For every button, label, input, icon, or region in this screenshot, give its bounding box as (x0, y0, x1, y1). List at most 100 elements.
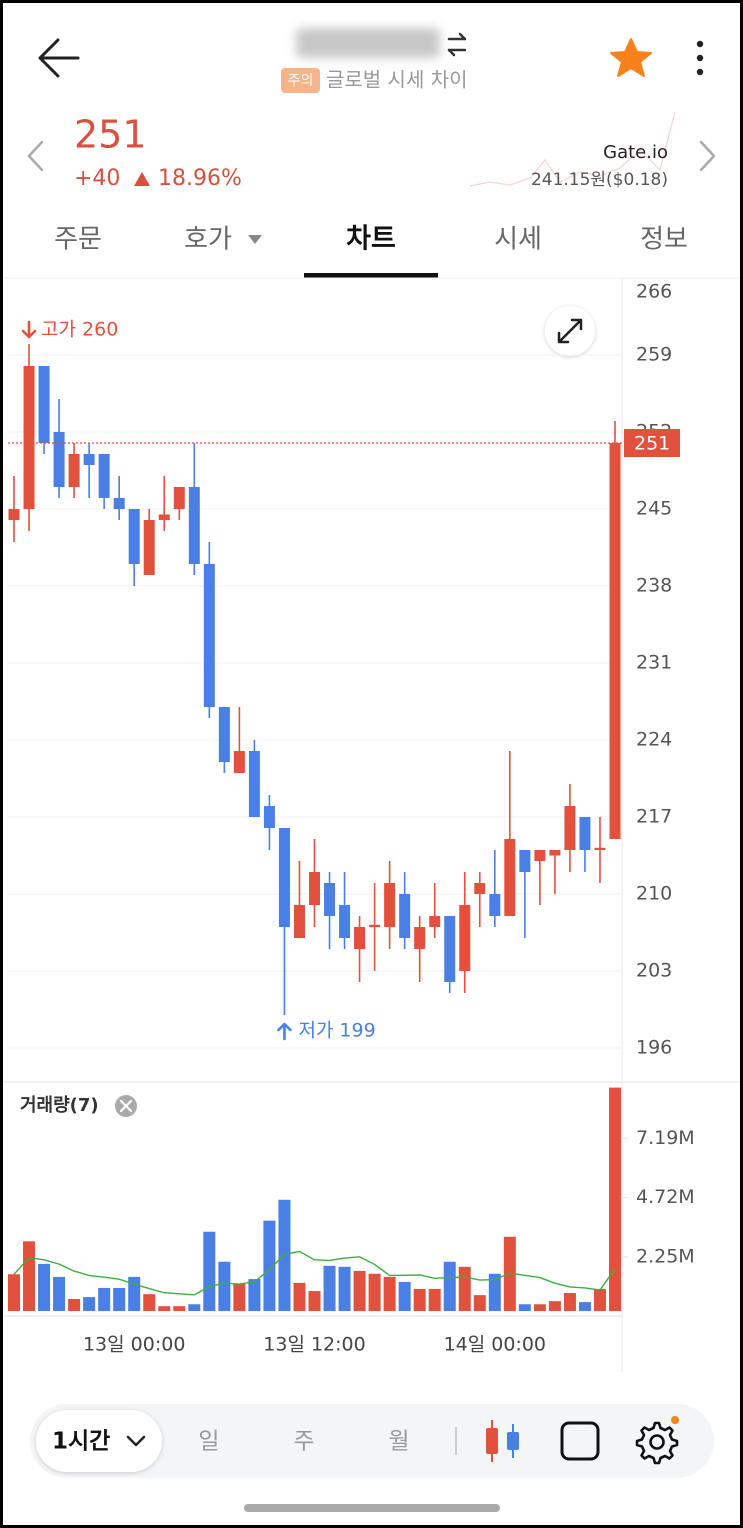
candle-body (23, 366, 35, 509)
period-option[interactable]: 주 (293, 1429, 314, 1455)
candle-body (248, 751, 260, 817)
tab[interactable]: 정보 (640, 225, 688, 255)
volume-bar (323, 1265, 336, 1311)
tab[interactable]: 시세 (494, 225, 542, 255)
active-tab-underline (304, 273, 438, 278)
volume-bar (473, 1295, 486, 1311)
candle-body (98, 454, 110, 498)
period-option[interactable]: 일 (198, 1429, 219, 1455)
candle-body (549, 850, 561, 856)
expand-button[interactable] (545, 306, 595, 356)
candle-body (188, 487, 200, 564)
volume-bar (203, 1231, 216, 1311)
volume-bar (338, 1266, 351, 1311)
volume-bar (113, 1287, 126, 1311)
chart-type-button[interactable] (486, 1420, 519, 1462)
candle-body (143, 520, 155, 575)
low-arrow (277, 1022, 292, 1041)
volume-bar (353, 1270, 366, 1311)
high-arrow (21, 320, 37, 339)
volume-bar (428, 1288, 441, 1311)
candle-body (504, 839, 516, 916)
y-tick-label: 196 (636, 1037, 672, 1059)
blurred-title (296, 28, 440, 58)
toolbar (30, 1404, 714, 1478)
favorite-star[interactable] (610, 38, 652, 77)
volume-bar (293, 1282, 306, 1311)
exchange-name: Gate.io (603, 142, 668, 163)
y-tick-label: 245 (636, 498, 672, 520)
candle-body (609, 443, 621, 839)
dropdown-caret (248, 235, 262, 244)
candle-body (519, 850, 531, 872)
volume-bar (458, 1266, 471, 1311)
candle-body (489, 894, 501, 916)
prev-button[interactable] (27, 140, 44, 172)
volume-bar (218, 1261, 231, 1311)
y-tick-label: 217 (636, 806, 672, 828)
volume-bar (173, 1306, 186, 1311)
tab[interactable]: 호가 (184, 225, 232, 255)
warning-badge (281, 68, 320, 93)
volume-bar (53, 1276, 66, 1311)
y-tick-label: 203 (636, 960, 672, 982)
candle-body (459, 905, 471, 971)
swap-icon[interactable] (447, 32, 467, 57)
volume-bar (158, 1306, 171, 1311)
candle-body (534, 850, 546, 861)
volume-bar (398, 1281, 411, 1311)
candle-body (233, 751, 245, 773)
volume-bar (98, 1287, 111, 1311)
candle-body (83, 454, 95, 465)
candle-body (293, 905, 305, 938)
home-indicator (244, 1504, 500, 1512)
volume-bar (609, 1087, 621, 1311)
candle-body (579, 817, 591, 850)
settings-button[interactable] (635, 1416, 679, 1465)
volume-bar (128, 1276, 141, 1311)
candle-body (594, 847, 606, 850)
candle-body (369, 924, 381, 927)
candle-body (38, 366, 50, 443)
volume-bar (368, 1273, 381, 1311)
drawing-button[interactable] (560, 1421, 600, 1461)
candle-body (173, 487, 185, 509)
volume-bar (68, 1298, 81, 1311)
candle-body (128, 509, 140, 564)
volume-bar (548, 1301, 561, 1311)
y-tick-label: 231 (636, 652, 672, 674)
volume-bar (38, 1263, 51, 1311)
x-tick-label: 13일 00:00 (83, 1334, 185, 1356)
y-tick-label: 259 (636, 344, 672, 366)
volume-bar (443, 1261, 456, 1311)
more-menu[interactable] (696, 40, 704, 76)
candle-body (53, 432, 65, 487)
volume-bar (83, 1297, 96, 1311)
volume-bar (308, 1291, 321, 1311)
price-change: +40 (74, 166, 120, 191)
last-price-label: 251 (634, 433, 670, 455)
x-tick-label: 13일 12:00 (263, 1334, 365, 1356)
candle-body (429, 916, 441, 927)
candle-body (263, 806, 275, 828)
volume-bar (233, 1283, 246, 1311)
plot: 19620321021722423123824525225926613일 00:… (8, 277, 695, 1356)
y-tick-label: 4.72M (636, 1186, 695, 1208)
exchange-price: 241.15원($0.18) (531, 170, 668, 190)
back-button[interactable] (38, 38, 80, 78)
tab[interactable]: 주문 (54, 225, 102, 255)
interval-label[interactable]: 1시간 (52, 1429, 110, 1455)
volume-bar (383, 1276, 396, 1311)
interval-selector[interactable] (36, 1410, 162, 1472)
volume-bar (533, 1304, 546, 1311)
period-option[interactable]: 월 (388, 1429, 409, 1455)
volume-ma-line (13, 1250, 616, 1296)
price-change-percent: 18.96% (158, 166, 242, 191)
next-button[interactable] (699, 140, 716, 172)
indicator-remove[interactable] (115, 1095, 137, 1117)
tab[interactable]: 차트 (346, 224, 396, 255)
volume-bar (8, 1274, 20, 1311)
candle-body (218, 707, 230, 762)
y-tick-label: 238 (636, 575, 672, 597)
